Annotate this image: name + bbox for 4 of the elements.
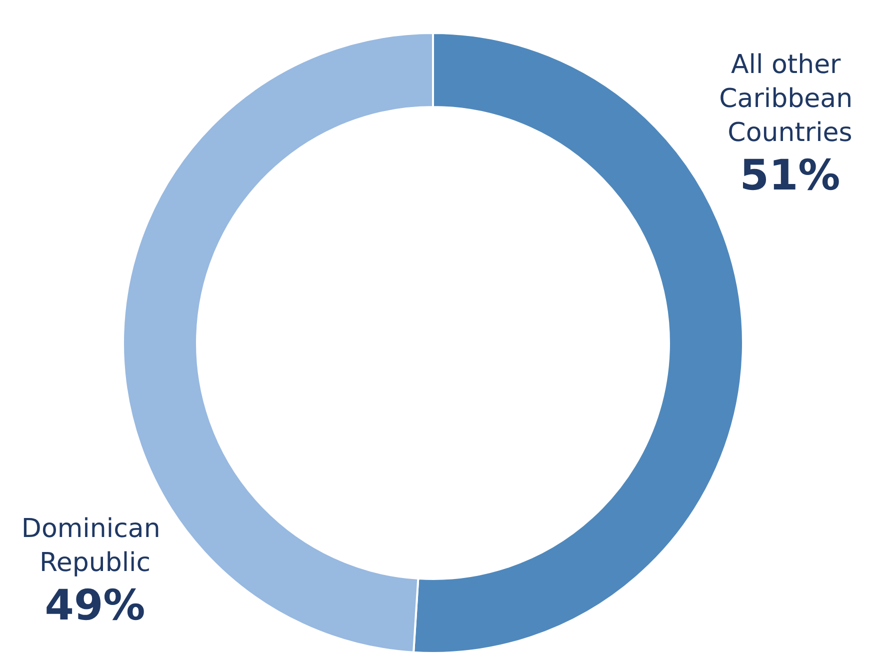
slice-label: All other Caribbean Countries — [719, 50, 861, 148]
slice-label: Dominican Republic — [21, 514, 169, 578]
data-label: 51% — [740, 150, 840, 200]
data-label: 49% — [44, 580, 146, 630]
